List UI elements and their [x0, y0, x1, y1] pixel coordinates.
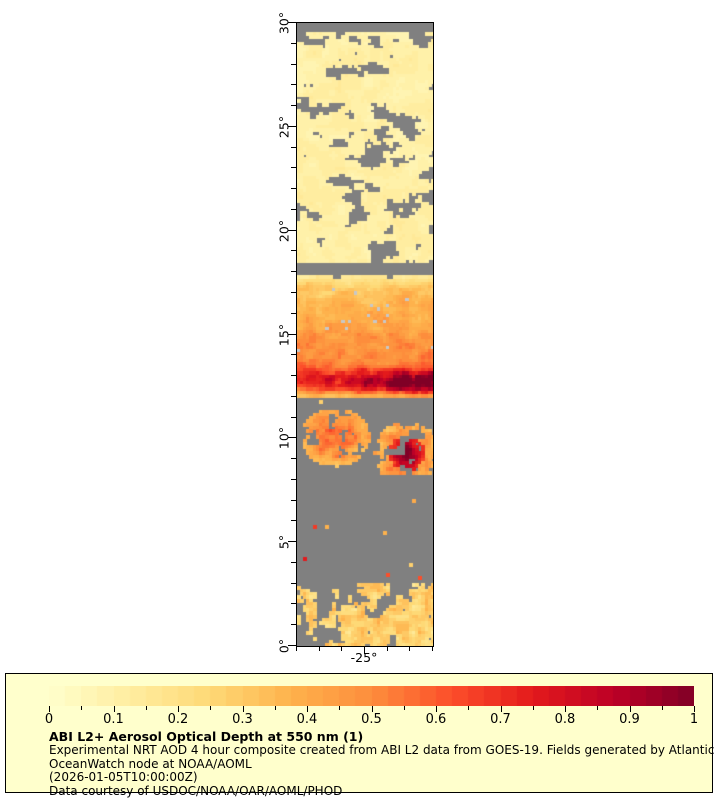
x-tick-major [364, 646, 365, 654]
y-tick-minor [291, 375, 296, 376]
y-tick-minor [291, 479, 296, 480]
colorbar-tick-label: 0.9 [619, 712, 640, 727]
colorbar-gradient [49, 686, 694, 706]
colorbar-tick-minor [532, 706, 534, 710]
legend-description-line-2: OceanWatch node at NOAA/AOML [49, 756, 252, 771]
y-tick-minor [291, 271, 296, 272]
y-tick-minor [291, 396, 296, 397]
colorbar-tick-major [565, 706, 566, 712]
colorbar-tick-label: 0.4 [296, 712, 318, 727]
y-tick-minor [291, 583, 296, 584]
colorbar-tick-major [371, 706, 373, 712]
y-tick-minor [291, 624, 296, 625]
x-tick-minor [319, 646, 320, 651]
colorbar-tick-minor [661, 706, 663, 710]
colorbar-tick-major [178, 706, 179, 712]
y-tick-minor [291, 458, 296, 459]
y-tick-minor [291, 562, 296, 563]
y-tick-minor [291, 105, 296, 106]
legend-title: ABI L2+ Aerosol Optical Depth at 550 nm … [49, 729, 364, 744]
y-axis-label: 5° [276, 534, 292, 548]
colorbar-tick-minor [597, 706, 599, 710]
colorbar-tick-major [49, 706, 50, 712]
y-tick-major [288, 22, 296, 23]
legend-caption: ABI L2+ Aerosol Optical Depth at 550 nm … [49, 729, 715, 798]
y-tick-minor [291, 500, 296, 501]
legend-timestamp: (2026-01-05T10:00:00Z) [49, 770, 198, 784]
legend-panel: 0 0.1 0.2 0.3 0.4 0.5 0.6 0.7 0.8 0.9 1 ABI L2+ Ae… [5, 673, 714, 797]
colorbar-tick-label: 0.7 [490, 712, 511, 727]
legend-description-line-1: Experimental NRT AOD 4 hour composite cr… [49, 743, 715, 757]
colorbar-tick-label: 0.8 [554, 712, 576, 727]
colorbar-tick-minor [468, 706, 470, 710]
y-tick-major [288, 541, 296, 542]
y-tick-minor [291, 209, 296, 210]
colorbar-tick-labels: 0 0.1 0.2 0.3 0.4 0.5 0.6 0.7 0.8 0.9 1 [45, 712, 698, 728]
colorbar-tick-label: 0.2 [167, 712, 189, 727]
colorbar-tick-label: 0.3 [232, 712, 253, 727]
y-tick-minor [291, 250, 296, 251]
y-axis-label: 0° [276, 638, 292, 652]
colorbar-tick-label: 0 [44, 712, 54, 727]
y-axis-label: 10° [276, 426, 292, 448]
colorbar-tick-minor [274, 706, 276, 710]
colorbar-tick-label: 1 [689, 712, 699, 727]
y-tick-minor [291, 354, 296, 355]
y-axis-label: 15° [276, 323, 292, 345]
y-tick-minor [291, 188, 296, 189]
y-axis-label-text: 30° [276, 11, 292, 34]
y-axis-label-text: 25° [276, 115, 292, 138]
x-tick-minor [341, 646, 342, 651]
colorbar-tick-label: 0.5 [361, 712, 382, 727]
y-tick-major [288, 126, 296, 127]
colorbar-tick-label: 0.1 [103, 712, 124, 727]
x-axis-label-major: -25° [350, 650, 378, 665]
y-tick-minor [291, 167, 296, 168]
y-axis-label: 30° [276, 11, 292, 33]
map-figure: 0° 5° 10° 15° 20° 25° 30° -25° [276, 11, 434, 665]
y-tick-minor [291, 313, 296, 314]
y-axis-label-text: 15° [276, 323, 292, 346]
map-plot-area[interactable] [296, 22, 434, 647]
y-axis-label-text: 10° [276, 426, 292, 449]
y-tick-major [288, 230, 296, 231]
colorbar-tick-major [629, 706, 631, 712]
y-tick-minor [291, 43, 296, 44]
y-tick-minor [291, 603, 296, 604]
y-tick-minor [291, 417, 296, 418]
colorbar-tick-major [694, 706, 695, 712]
colorbar-tick-major [113, 706, 115, 712]
y-tick-minor [291, 64, 296, 65]
colorbar-ticks [49, 706, 695, 713]
y-tick-minor [291, 520, 296, 521]
y-tick-major [288, 645, 296, 646]
colorbar-tick-minor [403, 706, 405, 710]
colorbar-tick-major [436, 706, 437, 712]
colorbar-tick-major [242, 706, 244, 712]
y-axis-label: 25° [276, 115, 292, 137]
colorbar-tick-minor [210, 706, 212, 710]
x-tick-minor [432, 646, 433, 651]
aod-raster-image [297, 23, 433, 646]
y-axis-label: 20° [276, 219, 292, 241]
y-tick-minor [291, 84, 296, 85]
colorbar-tick-minor [339, 706, 341, 710]
y-tick-minor [291, 292, 296, 293]
y-tick-major [288, 334, 296, 335]
x-tick-minor [387, 646, 388, 651]
x-tick-minor [409, 646, 410, 651]
colorbar-tick-minor [145, 706, 147, 710]
y-tick-minor [291, 147, 296, 148]
colorbar-tick-label: 0.6 [425, 712, 447, 727]
x-tick-minor [296, 646, 297, 651]
y-tick-major [288, 437, 296, 438]
y-axis-label-text: 20° [276, 219, 292, 242]
legend-courtesy: Data courtesy of USDOC/NOAA/OAR/AOML/PHO… [49, 783, 343, 798]
colorbar-tick-minor [81, 706, 83, 710]
colorbar-tick-major [307, 706, 308, 712]
colorbar-tick-major [500, 706, 502, 712]
y-axis-label-text: 5° [276, 534, 292, 549]
y-axis-label-text: 0° [276, 638, 292, 653]
